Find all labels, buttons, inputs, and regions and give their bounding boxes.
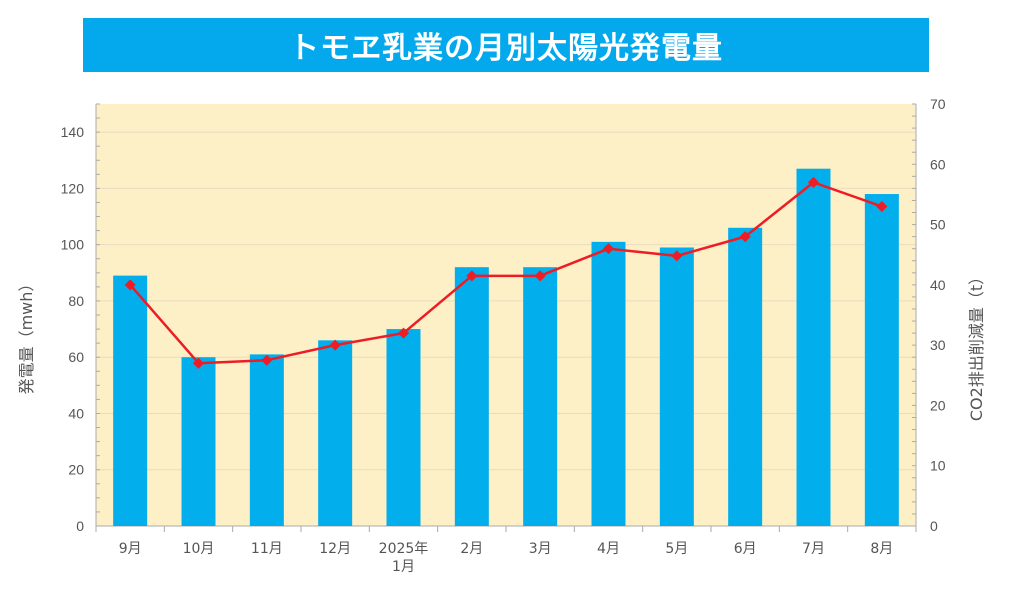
co2-point (739, 231, 751, 243)
y-left-tick-label: 120 (61, 180, 85, 196)
bar (659, 247, 694, 527)
x-tick-label: 7月 (802, 541, 825, 557)
x-tick-label: 9月 (119, 541, 142, 557)
co2-point (671, 250, 683, 262)
y-right-tick-label: 30 (930, 337, 946, 353)
x-tick-label: 8月 (870, 541, 893, 557)
y-right-tick-label: 0 (930, 518, 938, 534)
x-tick-label: 11月 (251, 541, 283, 557)
x-tick-label: 4月 (597, 541, 620, 557)
x-tick-label: 12月 (319, 541, 351, 557)
y-left-tick-label: 40 (68, 405, 84, 421)
co2-point (534, 270, 546, 282)
y-left-tick-label: 140 (61, 124, 85, 140)
co2-point (808, 176, 819, 188)
co2-point (876, 200, 888, 212)
x-tick-label: 2025年 (379, 541, 429, 557)
bar (454, 267, 489, 526)
bar (249, 354, 284, 526)
co2-point (329, 339, 341, 351)
co2-point (124, 279, 136, 291)
y-right-tick-label: 20 (930, 397, 946, 413)
bar (523, 267, 558, 526)
bar (318, 340, 353, 526)
bar (386, 329, 421, 526)
co2-point (603, 243, 614, 255)
y-right-tick-label: 50 (930, 217, 946, 233)
chart-title: トモヱ乳業の月別太陽光発電量 (289, 31, 723, 66)
plot-area (96, 104, 916, 526)
x-tick-label: 10月 (183, 541, 215, 557)
y-left-tick-label: 20 (68, 462, 84, 478)
bar (864, 194, 899, 526)
co2-point (398, 327, 409, 339)
y-right-tick-label: 10 (930, 458, 946, 474)
co2-line (129, 181, 883, 365)
y-right-tick-label: 60 (930, 156, 946, 172)
co2-point (261, 354, 273, 366)
x-tick-label: 6月 (734, 541, 757, 557)
y-left-tick-label: 80 (68, 293, 84, 309)
y-right-tick-label: 40 (930, 277, 946, 293)
y-left-tick-label: 60 (68, 349, 84, 365)
co2-point (466, 270, 478, 282)
y-left-tick-label: 100 (61, 237, 85, 253)
bar (113, 275, 148, 526)
bar (591, 241, 626, 526)
y-right-axis-title: CO2排出削減量（t） (967, 269, 986, 421)
y-left-tick-label: 0 (76, 518, 84, 534)
bar (796, 168, 831, 526)
x-tick-label: 1月 (392, 559, 415, 575)
co2-point (193, 357, 204, 369)
x-tick-label: 5月 (665, 541, 688, 557)
y-right-tick-label: 70 (930, 96, 946, 112)
x-tick-label: 2月 (460, 541, 483, 557)
x-tick-label: 3月 (529, 541, 552, 557)
y-left-axis-title: 発電量（mwh） (17, 276, 36, 395)
title-banner: トモヱ乳業の月別太陽光発電量 (83, 18, 929, 72)
bar (728, 227, 763, 526)
bar (181, 357, 216, 526)
